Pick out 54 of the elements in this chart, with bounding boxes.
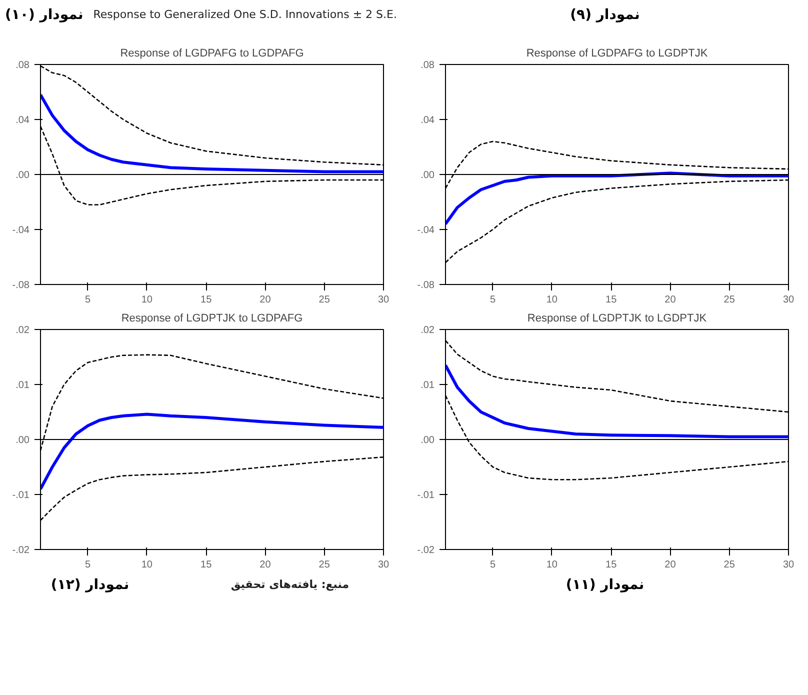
chart-title: Response of LGDPTJK to LGDPAFG bbox=[121, 312, 303, 324]
y-tick-label: .02 bbox=[420, 325, 435, 336]
x-tick-label: 30 bbox=[378, 560, 390, 570]
chart-title: Response of LGDPTJK to LGDPTJK bbox=[527, 312, 708, 324]
y-tick-label: -.01 bbox=[12, 490, 30, 501]
y-tick-label: .02 bbox=[16, 325, 30, 336]
y-tick-label: -.02 bbox=[12, 545, 30, 556]
x-tick-label: 25 bbox=[724, 294, 736, 306]
y-tick-label: .04 bbox=[420, 115, 435, 126]
x-tick-label: 25 bbox=[724, 560, 736, 570]
chart-title: Response of LGDPAFG to LGDPAFG bbox=[120, 48, 304, 60]
x-tick-label: 25 bbox=[318, 560, 330, 570]
x-tick-label: 10 bbox=[141, 560, 153, 570]
x-tick-label: 20 bbox=[664, 294, 676, 306]
y-tick-label: .00 bbox=[420, 435, 435, 446]
text: نمودار (۱۲) bbox=[50, 576, 130, 595]
text: نمودار (۱۰) bbox=[5, 6, 84, 25]
x-tick-label: 15 bbox=[200, 560, 212, 570]
x-tick-label: 30 bbox=[378, 294, 390, 306]
x-tick-label: 10 bbox=[141, 294, 153, 306]
y-tick-label: -.02 bbox=[417, 545, 435, 556]
x-tick-label: 5 bbox=[490, 560, 496, 570]
x-tick-label: 5 bbox=[85, 560, 92, 570]
y-tick-label: -.04 bbox=[12, 225, 30, 236]
y-tick-label: .04 bbox=[16, 115, 30, 126]
text: Response to Generalized One S.D. Innovations ± 2 S.E. bbox=[93, 7, 397, 23]
y-tick-label: -.04 bbox=[417, 225, 435, 236]
y-tick-label: -.08 bbox=[12, 280, 30, 291]
chart-title: Response of LGDPAFG to LGDPTJK bbox=[526, 48, 708, 60]
x-tick-label: 5 bbox=[490, 294, 496, 306]
y-tick-label: .08 bbox=[420, 60, 435, 71]
x-tick-label: 30 bbox=[782, 294, 794, 306]
text: نمودار (۹) bbox=[570, 6, 640, 25]
x-tick-label: 25 bbox=[318, 294, 330, 306]
x-tick-label: 10 bbox=[546, 294, 558, 306]
text: منبع: یافته‌های تحقیق bbox=[230, 577, 350, 593]
y-tick-label: -.08 bbox=[417, 280, 435, 291]
y-tick-label: .01 bbox=[420, 380, 435, 391]
x-tick-label: 15 bbox=[606, 294, 618, 306]
text: نمودار (۱۱) bbox=[566, 576, 644, 595]
y-tick-label: .01 bbox=[16, 380, 30, 391]
y-tick-label: .08 bbox=[16, 60, 30, 71]
x-tick-label: 10 bbox=[546, 560, 558, 570]
y-tick-label: -.01 bbox=[417, 490, 435, 501]
y-tick-label: .00 bbox=[16, 435, 30, 446]
x-tick-label: 5 bbox=[85, 294, 92, 306]
x-tick-label: 20 bbox=[664, 560, 676, 570]
x-tick-label: 15 bbox=[606, 560, 618, 570]
y-tick-label: .00 bbox=[16, 170, 30, 181]
x-tick-label: 20 bbox=[260, 294, 272, 306]
y-tick-label: .00 bbox=[420, 170, 435, 181]
x-tick-label: 20 bbox=[260, 560, 272, 570]
x-tick-label: 15 bbox=[200, 294, 212, 306]
x-tick-label: 30 bbox=[782, 560, 794, 570]
